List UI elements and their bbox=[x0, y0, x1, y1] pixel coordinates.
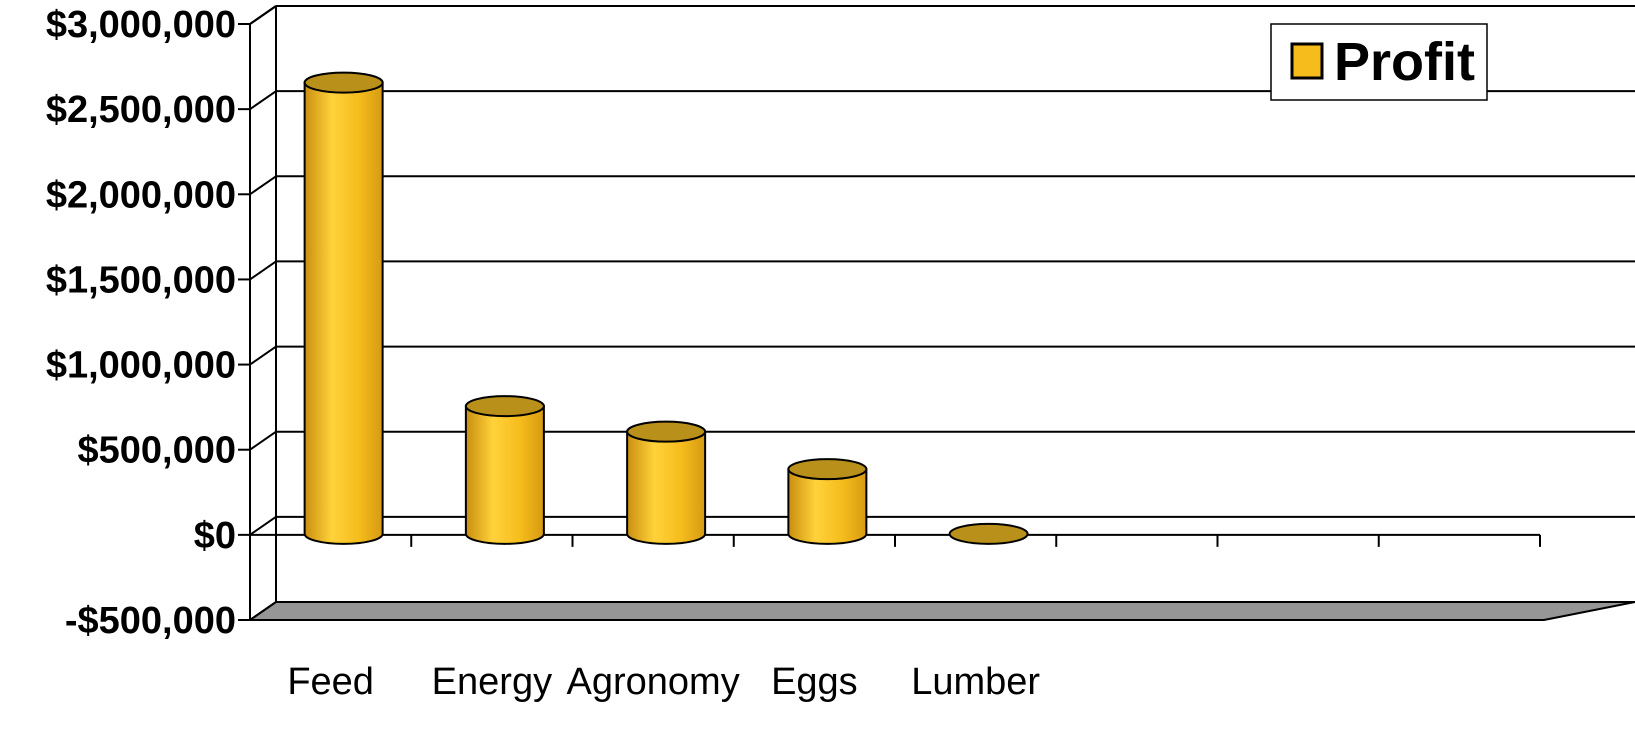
y-tick-label: $1,000,000 bbox=[46, 345, 236, 387]
y-tick-label: -$500,000 bbox=[65, 600, 236, 642]
grid-layer bbox=[238, 5, 1635, 621]
legend-swatch bbox=[1290, 42, 1324, 80]
x-tick-label: Lumber bbox=[911, 661, 1040, 703]
x-tick-label: Feed bbox=[287, 661, 374, 703]
bar-top bbox=[948, 522, 1029, 545]
labels-layer: $3,000,000 $2,500,000 $2,000,000 $1,500,000… bbox=[46, 4, 1041, 703]
legend: Profit bbox=[1270, 23, 1488, 101]
bar-body bbox=[464, 405, 545, 545]
y-tick-label: $1,500,000 bbox=[46, 259, 236, 301]
chart-floor bbox=[246, 601, 1635, 621]
bar-body bbox=[787, 468, 868, 545]
y-tick-label: $2,500,000 bbox=[46, 89, 236, 131]
y-tick-label: $3,000,000 bbox=[46, 4, 236, 46]
legend-label: Profit bbox=[1334, 32, 1475, 92]
bar-top bbox=[464, 395, 545, 418]
bar-body bbox=[303, 81, 384, 545]
bar-body bbox=[626, 430, 707, 545]
x-tick-label: Energy bbox=[432, 661, 552, 703]
gridline-side bbox=[249, 516, 277, 536]
gridline-side bbox=[249, 90, 277, 110]
gridline-side bbox=[249, 345, 277, 366]
y-tick-label: $0 bbox=[194, 515, 236, 557]
bars-layer bbox=[303, 71, 1029, 545]
gridline-side bbox=[249, 5, 277, 25]
gridline-side bbox=[249, 175, 277, 196]
bar-eggs bbox=[787, 458, 868, 545]
gridline-side bbox=[249, 260, 277, 281]
x-tick-label: Agronomy bbox=[567, 661, 740, 703]
bar-top bbox=[787, 458, 868, 481]
gridline-side bbox=[249, 430, 277, 451]
bar-energy bbox=[464, 395, 545, 545]
bar-top bbox=[626, 420, 707, 443]
bar-top bbox=[303, 71, 384, 94]
x-tick-label: Eggs bbox=[771, 661, 858, 703]
y-tick-label: $2,000,000 bbox=[46, 174, 236, 216]
bar-lumber bbox=[948, 522, 1029, 545]
y-tick-label: $500,000 bbox=[78, 430, 237, 472]
bar-agronomy bbox=[626, 420, 707, 545]
bar-feed bbox=[303, 71, 384, 545]
